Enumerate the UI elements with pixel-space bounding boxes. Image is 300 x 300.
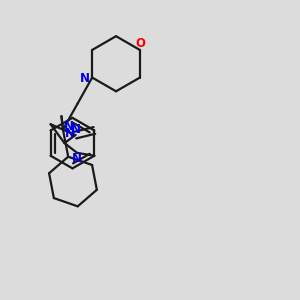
- Text: N: N: [80, 72, 90, 85]
- Text: O: O: [135, 37, 145, 50]
- Text: N: N: [65, 127, 75, 140]
- Text: N: N: [64, 120, 74, 133]
- Text: N: N: [70, 123, 80, 136]
- Text: N: N: [72, 152, 82, 165]
